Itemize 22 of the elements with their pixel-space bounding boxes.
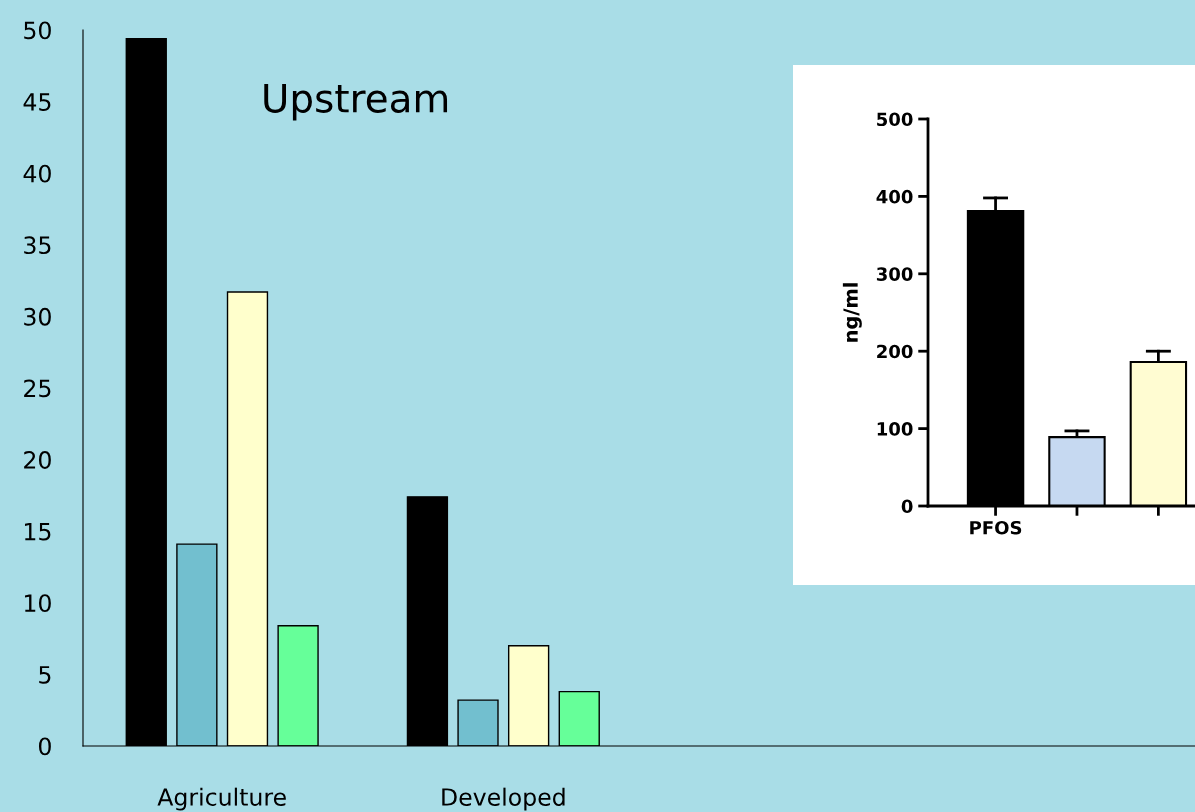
y-tick-label: 40 bbox=[23, 164, 51, 183]
text: Upstream bbox=[264, 83, 448, 121]
y-tick-label: 10 bbox=[24, 594, 51, 613]
y-tick-label: 20 bbox=[24, 451, 51, 469]
y-tick-label: 35 bbox=[24, 236, 51, 255]
x-tick-label: PFOS bbox=[970, 520, 1022, 535]
y-tick-label: 0 bbox=[38, 737, 51, 756]
y-tick-label: 30 bbox=[24, 307, 51, 326]
y-tick-label: 25 bbox=[24, 379, 51, 398]
y-tick-label: 500 bbox=[877, 112, 913, 127]
y-tick-label: 45 bbox=[23, 93, 51, 111]
y-tick-label: 50 bbox=[24, 21, 51, 40]
y-tick-label: 100 bbox=[877, 422, 913, 436]
y-tick-label: 5 bbox=[39, 666, 51, 684]
y-tick-label: 0 bbox=[901, 499, 913, 514]
x-tick-label: Agriculture bbox=[157, 787, 286, 811]
y-tick-label: 300 bbox=[876, 267, 913, 281]
y-tick-label: 200 bbox=[877, 344, 913, 359]
x-tick-label: Developed bbox=[442, 787, 565, 811]
y-axis-title: ng/ml bbox=[842, 283, 862, 342]
y-tick-label: 15 bbox=[24, 522, 51, 541]
y-tick-label: 400 bbox=[876, 189, 913, 204]
